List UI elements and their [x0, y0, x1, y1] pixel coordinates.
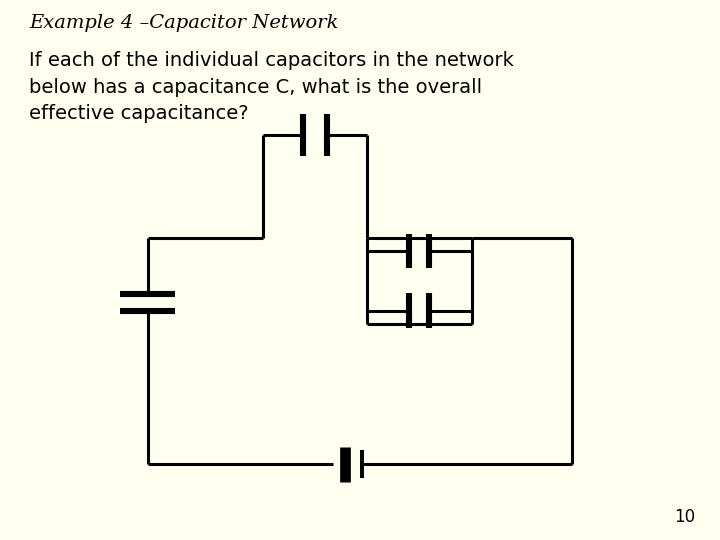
- Text: 10: 10: [674, 509, 695, 526]
- Text: Example 4 –Capacitor Network: Example 4 –Capacitor Network: [29, 14, 338, 31]
- Text: If each of the individual capacitors in the network
below has a capacitance C, w: If each of the individual capacitors in …: [29, 51, 513, 123]
